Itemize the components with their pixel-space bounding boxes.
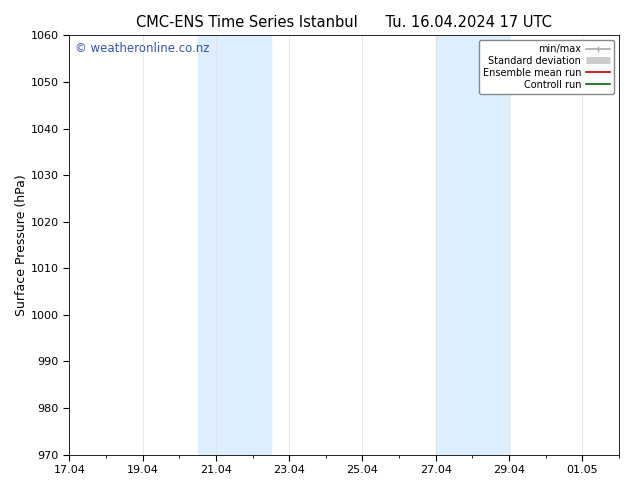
Bar xyxy=(436,35,509,455)
Legend: min/max, Standard deviation, Ensemble mean run, Controll run: min/max, Standard deviation, Ensemble me… xyxy=(479,40,614,94)
Text: © weatheronline.co.nz: © weatheronline.co.nz xyxy=(75,42,209,54)
Bar xyxy=(198,35,271,455)
Y-axis label: Surface Pressure (hPa): Surface Pressure (hPa) xyxy=(15,174,28,316)
Title: CMC-ENS Time Series Istanbul      Tu. 16.04.2024 17 UTC: CMC-ENS Time Series Istanbul Tu. 16.04.2… xyxy=(136,15,552,30)
